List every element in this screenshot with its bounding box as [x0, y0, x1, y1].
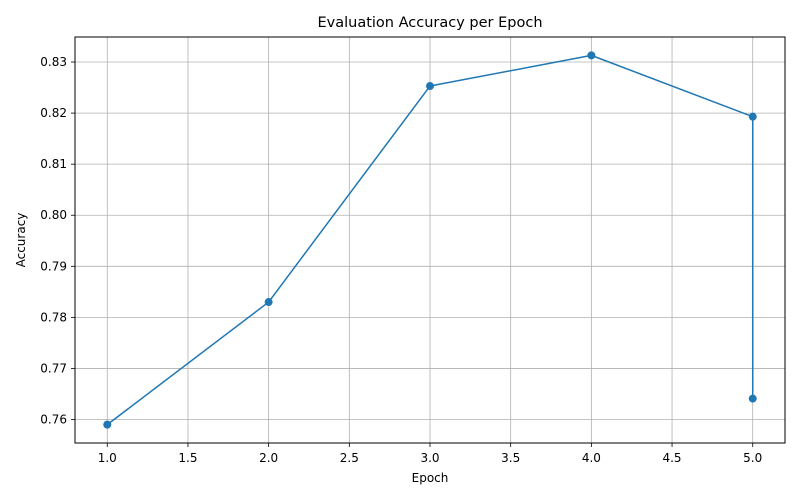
- series-layer: [103, 51, 757, 429]
- y-tick-label: 0.77: [40, 361, 67, 375]
- data-point: [103, 420, 112, 429]
- y-tick-label: 0.82: [40, 106, 67, 120]
- x-tick-label: 4.5: [662, 451, 681, 465]
- grid: [75, 37, 785, 443]
- x-tick-label: 1.5: [178, 451, 197, 465]
- y-tick-label: 0.79: [40, 259, 67, 273]
- x-tick-label: 4.0: [582, 451, 601, 465]
- series-line: [106, 54, 754, 426]
- data-point: [426, 82, 434, 91]
- x-tick-label: 1.0: [98, 451, 117, 465]
- x-tick-label: 3.5: [501, 451, 520, 465]
- x-tick-label: 5.0: [743, 451, 762, 465]
- x-axis: 1.0 1.5 2.0 2.5 3.0 3.5 4.0 4.5 5.0: [98, 443, 762, 465]
- data-point: [748, 112, 757, 121]
- y-tick-label: 0.76: [40, 413, 67, 427]
- y-axis-label: Accuracy: [14, 213, 28, 268]
- x-tick-label: 2.0: [259, 451, 278, 465]
- chart-title: Evaluation Accuracy per Epoch: [317, 15, 542, 31]
- x-tick-label: 3.0: [420, 451, 439, 465]
- y-tick-label: 0.81: [40, 157, 67, 171]
- y-tick-label: 0.78: [40, 310, 67, 324]
- y-axis: 0.76 0.77 0.78 0.79 0.80 0.81 0.82 0.83: [40, 55, 75, 427]
- x-axis-label: Epoch: [412, 471, 449, 485]
- y-tick-label: 0.80: [40, 208, 67, 222]
- x-tick-label: 2.5: [340, 451, 359, 465]
- data-point: [748, 394, 757, 403]
- y-tick-label: 0.83: [40, 55, 67, 69]
- data-point: [587, 51, 596, 60]
- data-point: [264, 298, 273, 307]
